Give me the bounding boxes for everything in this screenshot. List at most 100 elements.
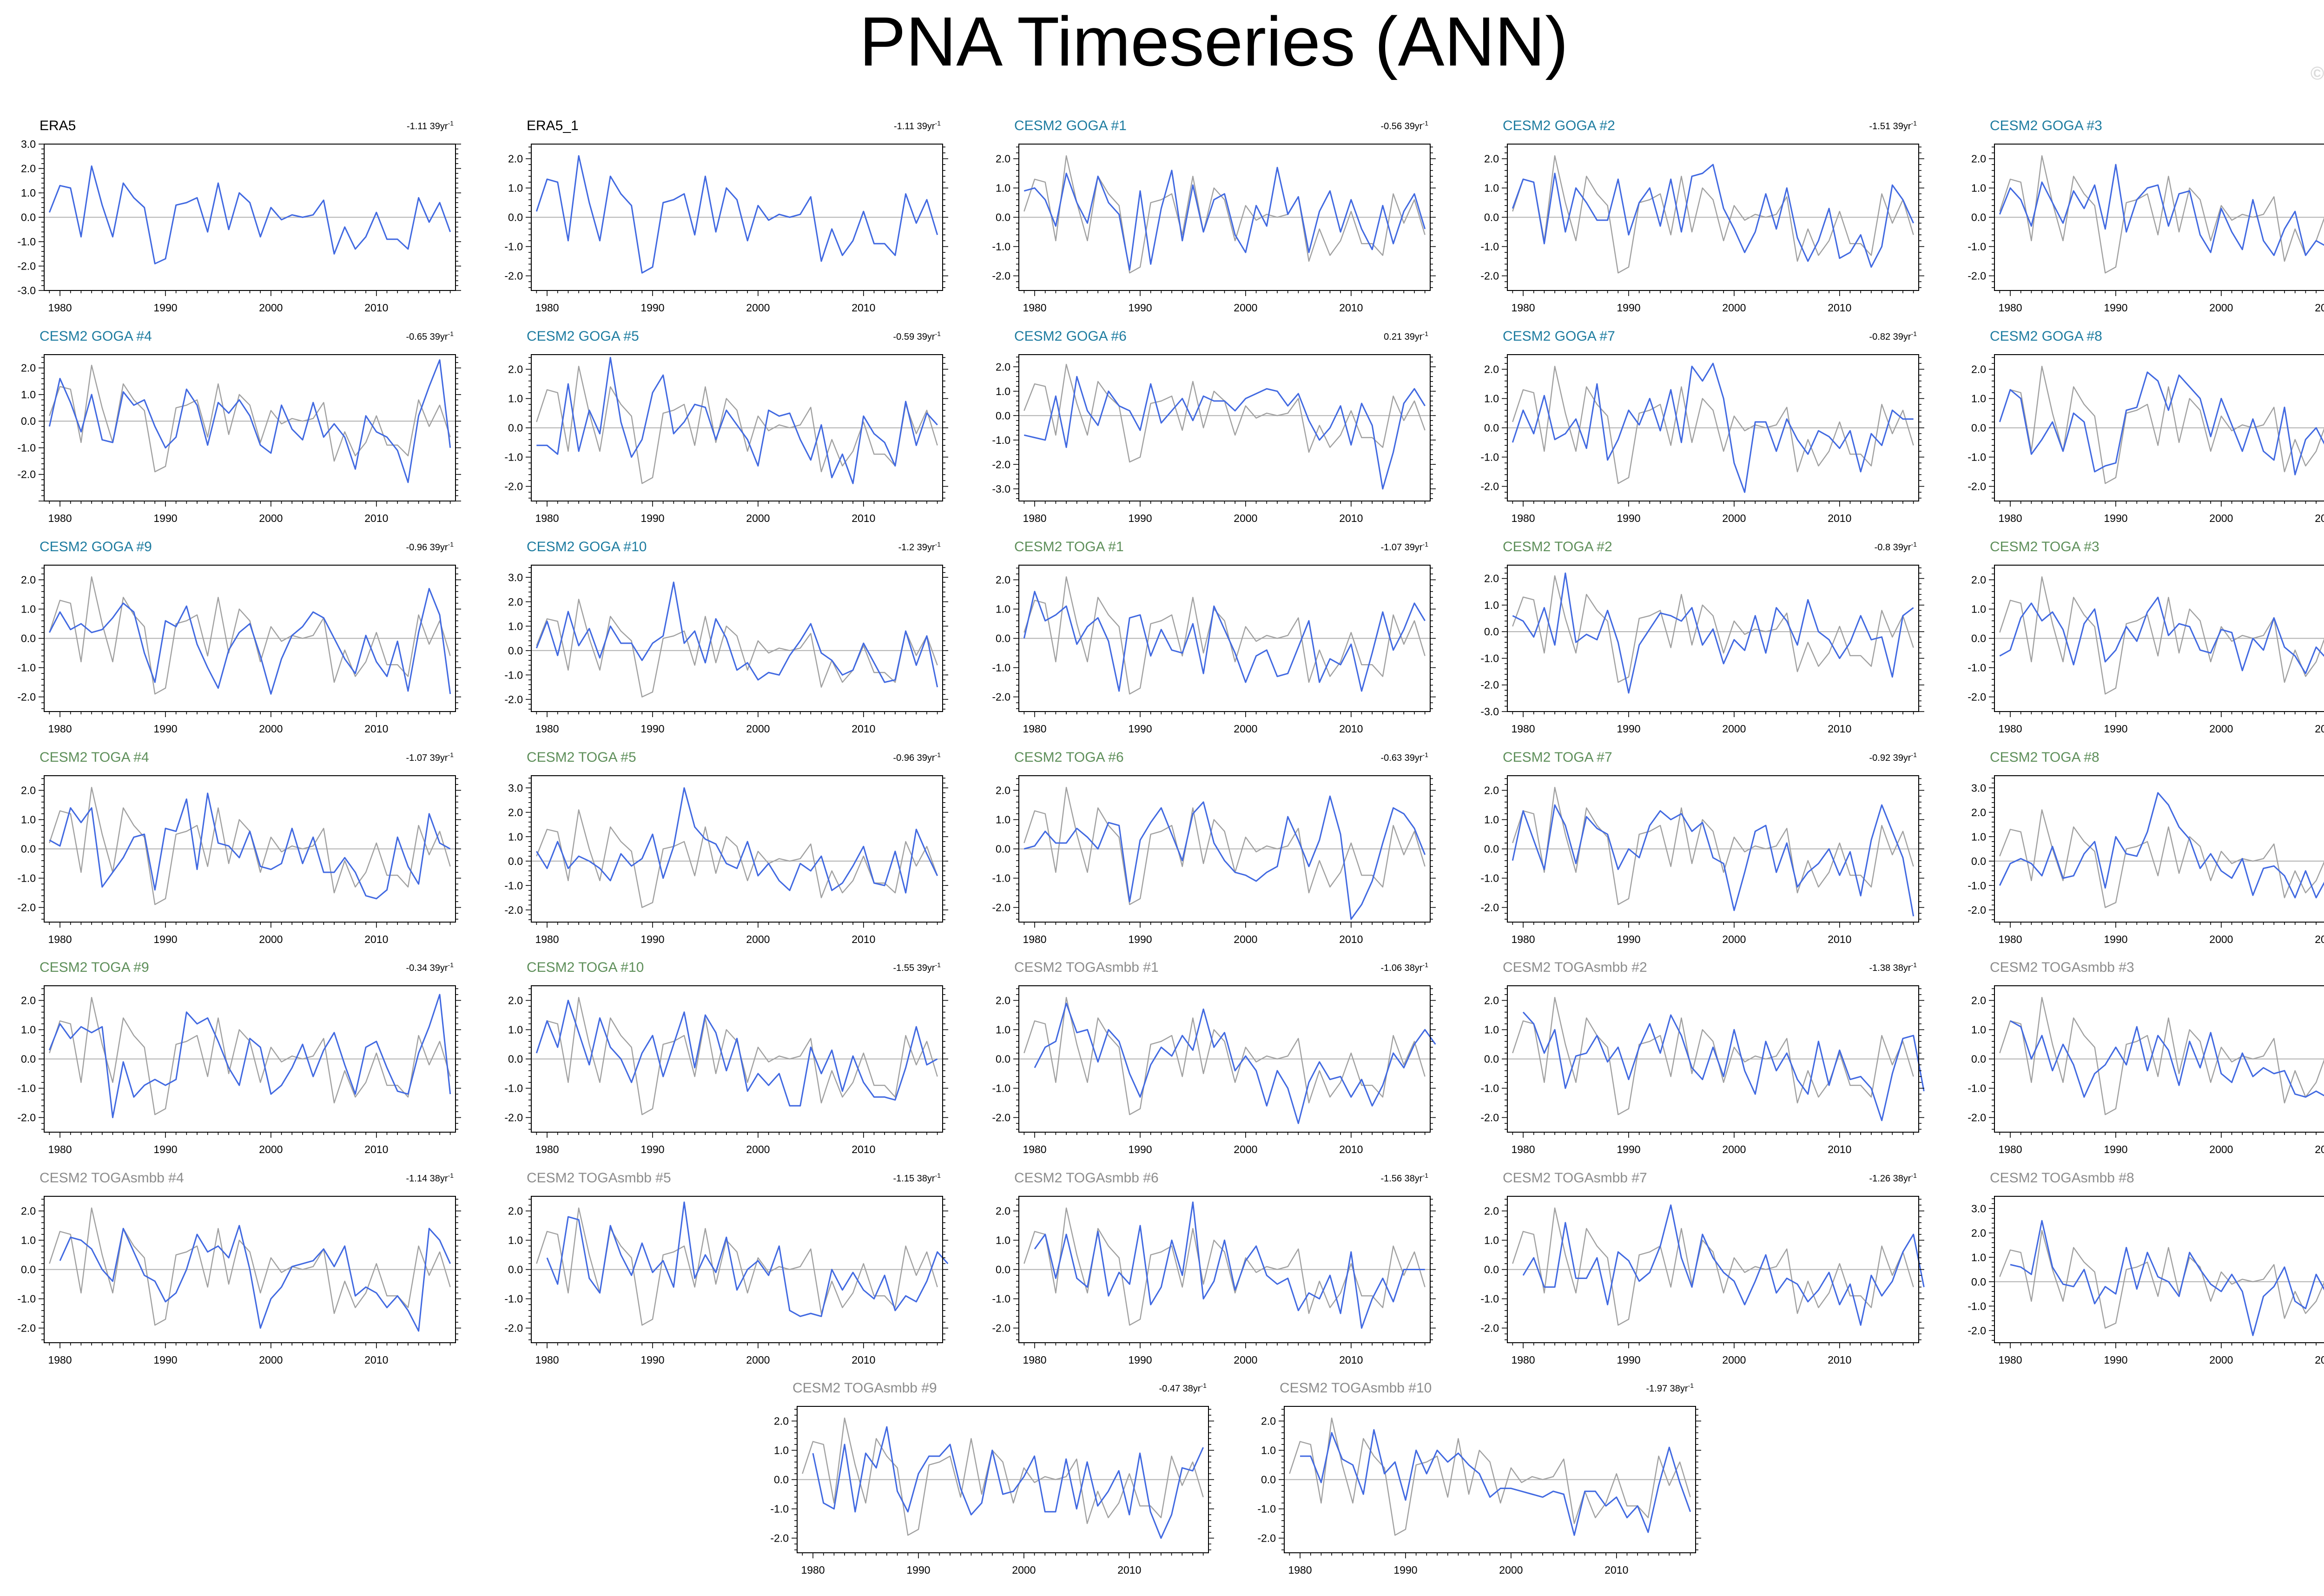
series-line [1023,166,1426,271]
y-tick-label: -2.0 [1257,1532,1276,1544]
timeseries-chart: CESM2 TOGAsmbb #3-1.39 38yr-12.01.00.0-1… [1967,960,2324,1155]
panel-title: CESM2 TOGA #7 [1503,750,1612,765]
x-tick-label: 1990 [640,1143,664,1155]
timeseries-panel: CESM2 TOGA #6 -0.63 39yr-1 2.0 1.0 0.0 -1.0 -2… [975,748,1439,952]
y-tick-label: 2.0 [21,574,36,586]
timeseries-panel: CESM2 TOGA #10 -1.55 39yr-1 2.0 1.0 0.0 -1.0 -… [487,958,952,1162]
panel-title: CESM2 TOGAsmbb #7 [1503,1170,1647,1186]
x-tick-label: 1990 [1128,723,1152,735]
trend-label: -0.59 39yr-1 [893,330,941,342]
x-tick-label: 1980 [1023,1143,1046,1155]
x-tick-label: 2010 [1117,1564,1141,1576]
timeseries-chart: CESM2 GOGA #5 -0.59 39yr-1 2.0 1.0 0.0 -1.0 -2… [504,329,948,524]
x-tick-label: 1990 [153,933,177,945]
y-tick-label: 2.0 [1484,363,1499,376]
y-tick-label: 1.0 [1971,1251,1986,1263]
y-tick-label: 1.0 [21,1024,36,1036]
timeseries-panel: ERA5 -1.11 39yr-1 3.0 2.0 1.0 0.0 -1.0 -2.0 -3.0… [0,116,465,321]
x-tick-label: 1990 [2104,723,2127,735]
x-tick-label: 1980 [48,723,72,735]
x-tick-label: 1990 [1617,933,1640,945]
y-tick-label: -2.0 [504,270,523,282]
panel-title: CESM2 GOGA #3 [1990,118,2102,133]
obs-series-line [1999,365,2324,484]
timeseries-chart: CESM2 TOGAsmbb #6 -1.56 38yr-1 2.0 1.0 0.0 -1… [992,1170,1436,1366]
x-tick-label: 1980 [535,933,559,945]
y-tick-label: -2.0 [992,1322,1010,1334]
x-tick-label: 2010 [364,1354,388,1366]
y-tick-label: 1.0 [1484,599,1499,611]
y-tick-label: -1.0 [504,1082,523,1095]
timeseries-panel: CESM2 TOGA #9 -0.34 39yr-1 2.0 1.0 0.0 -1.0 -2… [0,958,465,1162]
x-tick-label: 1980 [1023,723,1046,735]
y-tick-label: -2.0 [504,693,523,706]
series-line [1023,591,1426,692]
y-tick-label: 1.0 [508,1234,523,1246]
y-tick-label: 1.0 [996,182,1010,194]
y-tick-label: 1.0 [1971,603,1986,615]
obs-series-line [536,365,938,484]
x-tick-label: 2010 [852,302,875,314]
timeseries-panel: CESM2 TOGAsmbb #7 -1.26 38yr-1 2.0 1.0 0.0 -1… [1463,1168,1928,1373]
series-line [2010,1020,2324,1098]
x-tick-label: 2000 [259,302,283,314]
panel-title: CESM2 GOGA #8 [1990,329,2102,344]
series-line [1999,792,2324,898]
y-tick-label: -1.0 [992,1293,1010,1305]
x-tick-label: 1980 [1511,723,1535,735]
x-tick-label: 2000 [1234,723,1257,735]
y-tick-label: 0.0 [1484,422,1499,434]
x-tick-label: 1990 [1617,1143,1640,1155]
y-tick-label: 2.0 [996,574,1010,586]
y-tick-label: 1.0 [21,389,36,401]
trend-label: -1.2 39yr-1 [898,541,941,553]
y-tick-label: 1.0 [508,393,523,405]
timeseries-chart: CESM2 TOGAsmbb #4 -1.14 38yr-1 2.0 1.0 0.0 -1… [17,1170,461,1366]
y-tick-label: 3.0 [1971,1202,1986,1214]
y-tick-label: 0.0 [774,1474,789,1486]
x-tick-label: 2010 [364,1143,388,1155]
y-tick-label: 1.0 [21,1234,36,1246]
timeseries-chart: CESM2 GOGA #4 -0.65 39yr-1 2.0 1.0 0.0 -1.0 -2… [17,329,461,524]
y-tick-label: -1.0 [1967,1300,1986,1312]
y-tick-label: -2.0 [1967,1112,1986,1124]
x-tick-label: 1980 [801,1564,825,1576]
y-tick-label: 1.0 [996,603,1010,615]
x-tick-label: 1990 [640,1354,664,1366]
x-tick-label: 2010 [1339,933,1363,945]
timeseries-chart: CESM2 TOGA #2 -0.8 39yr-1 2.0 1.0 0.0 -1.0 -2.… [1480,539,1924,735]
x-tick-label: 2010 [1339,1354,1363,1366]
obs-series-line [536,809,938,908]
series-line [48,994,451,1118]
panel-title: CESM2 TOGA #9 [40,960,149,975]
x-tick-label: 2010 [2315,512,2324,524]
panel-title: CESM2 GOGA #1 [1014,118,1127,133]
y-tick-label: -2.0 [770,1532,789,1544]
x-tick-label: 1980 [535,723,559,735]
y-tick-label: 0.0 [1971,855,1986,867]
obs-series-line [1512,1207,1914,1326]
y-tick-label: -1.0 [992,241,1010,253]
y-tick-label: -1.0 [1480,652,1499,664]
y-tick-label: 2.0 [996,153,1010,165]
series-line [1522,1011,1925,1121]
y-tick-label: -1.0 [17,872,36,884]
y-tick-label: 2.0 [996,1205,1010,1217]
x-tick-label: 1980 [1023,933,1046,945]
y-tick-label: 2.0 [996,995,1010,1007]
y-tick-label: -1.0 [17,1293,36,1305]
timeseries-chart: CESM2 TOGAsmbb #9 -0.47 38yr-1 2.0 1.0 0.0 -1… [770,1380,1214,1576]
x-tick-label: 2000 [2209,1354,2233,1366]
obs-series-line [1999,809,2324,908]
x-tick-label: 2010 [852,933,875,945]
x-tick-label: 1980 [1511,512,1535,524]
x-tick-label: 2000 [1722,933,1746,945]
y-tick-label: 0.0 [996,211,1010,224]
timeseries-chart: CESM2 TOGAsmbb #10 -1.97 38yr-1 2.0 1.0 0.0 -… [1257,1380,1701,1576]
x-tick-label: 2010 [2315,1354,2324,1366]
x-tick-label: 1980 [1288,1564,1312,1576]
x-tick-label: 2010 [2315,302,2324,314]
series-line [1300,1429,1691,1536]
panel-title: CESM2 GOGA #6 [1014,329,1127,344]
x-tick-label: 1990 [1128,1354,1152,1366]
